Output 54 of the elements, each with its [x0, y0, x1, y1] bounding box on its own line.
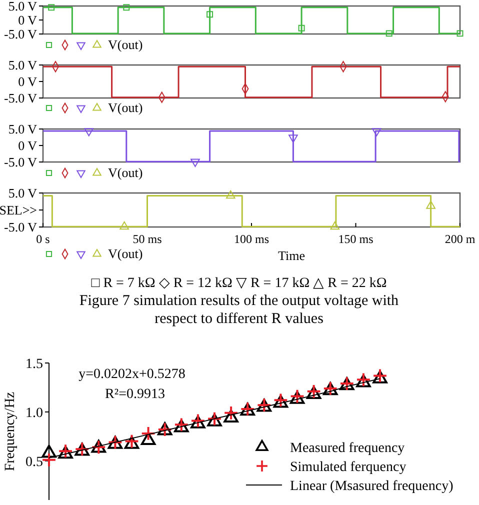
x-tick-label: 100 ms [234, 232, 270, 246]
x-tick-label: 200 m [444, 232, 476, 246]
point [140, 432, 156, 445]
point [224, 409, 238, 422]
point [120, 221, 129, 230]
caption: Figure 7 simulation results of the output voltage with [79, 293, 400, 309]
point [206, 11, 214, 18]
point [298, 24, 305, 32]
y-tick-label: 0 V [18, 74, 38, 90]
point [386, 30, 392, 37]
text: respect to different R values [154, 311, 324, 327]
y-tick-label: -5.0 V [4, 90, 38, 106]
point [42, 444, 56, 458]
point [190, 158, 200, 167]
point [426, 200, 436, 209]
point [288, 134, 298, 143]
y-tick-label: 5.0 V [8, 58, 38, 73]
y-tick-label: 5.0 V [8, 186, 38, 201]
point [140, 426, 156, 441]
y-tick-label: 5.0 V [8, 122, 38, 137]
annotation: y=0.0202x+0.5278 [78, 367, 186, 382]
legend-label: Simulated ferquency [290, 460, 406, 475]
point [224, 405, 238, 420]
annotation: R²=0.9913 [105, 387, 165, 402]
legend-label: Measured frequency [290, 440, 405, 456]
point [48, 4, 55, 11]
point [226, 190, 236, 199]
y-axis-title: Frequency/Hz [3, 392, 18, 472]
point [123, 4, 130, 11]
point [456, 30, 464, 37]
legend-label: Linear (Msasured frequency) [290, 478, 454, 494]
x-axis-title: Time [278, 248, 306, 263]
y-tick-label: 0.5 [26, 454, 43, 470]
text: V(out) [108, 165, 143, 180]
text: V(out) [108, 37, 143, 52]
y-tick-label: SEL>> [0, 202, 37, 218]
point [84, 128, 94, 136]
text: V(out) [108, 246, 143, 261]
y-tick-label: -5.0 V [4, 154, 38, 170]
y-tick-label: 5.0 V [8, 0, 38, 14]
y-tick-label: -5.0 V [4, 220, 38, 235]
y-tick-label: 1.0 [26, 406, 43, 421]
point [330, 221, 340, 230]
y-tick-label: -5.0 V [4, 26, 38, 42]
text: V(out) [108, 100, 143, 115]
point [372, 128, 382, 136]
x-tick-label: 150 ms [338, 232, 374, 246]
point [42, 452, 56, 468]
x-tick-label: 0 s [36, 232, 50, 246]
text: □ R = 7 kΩ ◇ R = 12 kΩ ▽ R = 17 kΩ △ R = 22 kΩ [91, 276, 387, 291]
x-tick-label: 50 ms [132, 232, 162, 246]
y-tick-label: 0 V [18, 12, 38, 28]
y-tick-label: 0 V [18, 138, 38, 154]
y-tick-label: 1.5 [26, 356, 43, 372]
